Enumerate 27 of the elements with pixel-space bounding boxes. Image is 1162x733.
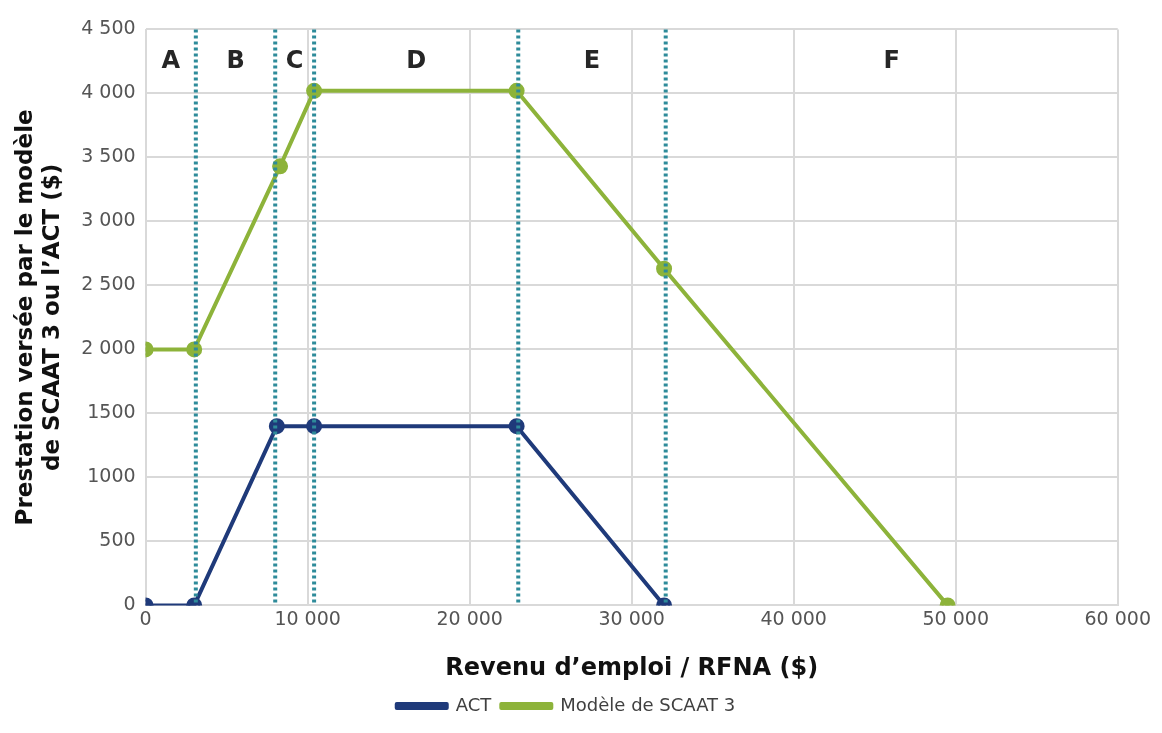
y-tick-label: 3 000 [81,208,136,231]
y-tick-label: 0 [123,592,136,615]
y-tick-label: 4 000 [81,80,136,103]
x-tick-label: 60 000 [1084,606,1151,629]
annotation: F [883,45,900,74]
y-tick-label: 3 500 [81,144,136,167]
legend-label: ACT [455,693,493,715]
y-tick-label: 4 500 [81,16,136,39]
x-tick-label: 30 000 [598,606,665,629]
annotation: E [583,45,601,74]
annotation: C [285,45,304,74]
y-tick-label: 2 000 [81,336,136,359]
x-tick-label: 20 000 [436,606,503,629]
x-tick-label: 40 000 [760,606,827,629]
x-tick-label: 0 [139,606,152,629]
annotation: A [161,45,181,74]
annotation: B [226,45,245,74]
y-tick-label: 1500 [87,400,136,423]
x-tick-label: 10 000 [274,606,341,629]
y-tick-label: 1000 [87,464,136,487]
y-tick-label: 2 500 [81,272,136,295]
x-tick-label: 50 000 [922,606,989,629]
annotation: D [406,45,427,74]
legend-label: Modèle de SCAAT 3 [560,693,736,715]
y-axis-title: Prestation versée par le modèle de SCAAT 3 ou l’ACT ($) [10,109,65,526]
y-tick-label: 500 [99,528,136,551]
x-axis-title: Revenu d’emploi / RFNA ($) [445,652,819,681]
